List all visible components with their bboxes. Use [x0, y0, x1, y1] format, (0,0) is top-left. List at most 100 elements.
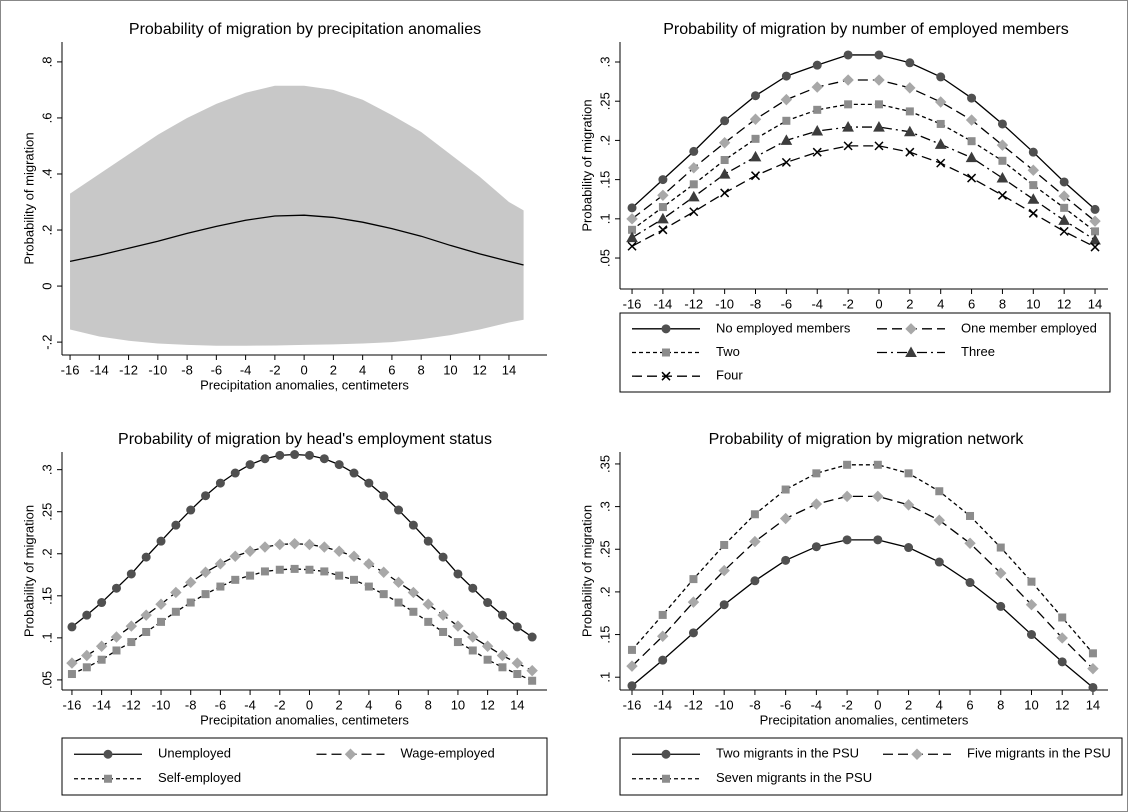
marker [409, 607, 418, 616]
y-tick-label: .2 [597, 586, 612, 597]
y-tick-label: .3 [597, 501, 612, 512]
marker [156, 536, 166, 546]
legend-box [619, 737, 1123, 796]
x-tick-label: -12 [684, 296, 703, 311]
marker [689, 180, 698, 189]
marker [468, 646, 477, 655]
marker [303, 538, 316, 551]
marker [720, 116, 730, 126]
marker [290, 564, 299, 573]
legend-marker [905, 346, 917, 357]
marker [720, 540, 729, 549]
y-tick-label: .25 [597, 92, 612, 110]
y-axis-title: Probability of migration [579, 99, 594, 231]
marker [186, 598, 195, 607]
marker [905, 58, 915, 68]
x-tick-label: -8 [181, 362, 193, 377]
marker [453, 569, 463, 579]
legend-label: Two migrants in the PSU [716, 746, 859, 761]
marker [998, 156, 1007, 165]
marker [688, 162, 700, 174]
chart-title: Probability of migration by number of em… [663, 21, 1069, 38]
marker [438, 552, 448, 562]
marker [201, 491, 211, 501]
legend-label: Three [961, 344, 995, 359]
x-tick-label: -10 [148, 362, 167, 377]
x-tick-label: -4 [811, 697, 823, 712]
legend-label: Two [716, 344, 740, 359]
marker [1027, 164, 1040, 176]
marker [936, 72, 946, 82]
x-axis-title: Precipitation anomalies, centimeters [200, 377, 409, 392]
marker [934, 557, 944, 567]
marker [1057, 657, 1067, 667]
marker [364, 478, 374, 488]
marker [749, 113, 762, 125]
marker [626, 660, 638, 672]
marker [215, 478, 225, 488]
marker [349, 468, 359, 478]
x-tick-label: 0 [301, 362, 308, 377]
series-line [631, 54, 1096, 210]
marker [97, 655, 106, 664]
marker [112, 646, 121, 655]
marker [67, 622, 77, 632]
marker [483, 655, 492, 664]
marker [781, 157, 791, 167]
marker [750, 171, 761, 181]
marker [1088, 682, 1098, 692]
series-line [631, 103, 1096, 232]
x-tick-label: -4 [240, 362, 252, 377]
marker [1028, 208, 1038, 218]
y-tick-label: .15 [597, 626, 612, 644]
marker [318, 541, 331, 553]
marker [780, 134, 793, 145]
marker [81, 649, 93, 662]
marker [377, 566, 390, 578]
marker [842, 74, 854, 86]
x-tick-label: 2 [905, 697, 912, 712]
marker [811, 542, 821, 552]
marker [422, 598, 434, 610]
x-tick-label: 6 [968, 296, 975, 311]
legend-label: Five migrants in the PSU [967, 746, 1111, 761]
x-tick-label: -14 [653, 697, 672, 712]
marker [718, 137, 731, 149]
marker [689, 146, 699, 156]
x-tick-label: 6 [388, 362, 395, 377]
x-tick-label: -10 [715, 296, 734, 311]
x-tick-label: -2 [842, 296, 854, 311]
marker [199, 566, 212, 578]
legend-label: Wage-employed [401, 746, 495, 761]
marker [392, 576, 405, 589]
marker [437, 609, 449, 621]
marker [364, 582, 373, 591]
marker [95, 640, 108, 652]
marker [872, 490, 884, 503]
marker [657, 212, 669, 224]
marker [720, 156, 729, 165]
marker [873, 460, 882, 469]
y-tick-label: .05 [597, 249, 612, 267]
x-tick-label: 14 [510, 697, 524, 712]
marker [290, 450, 300, 460]
marker [201, 590, 210, 599]
x-tick-label: 12 [1055, 697, 1069, 712]
marker [995, 567, 1007, 579]
marker [781, 485, 790, 494]
marker [274, 538, 286, 551]
marker [1027, 193, 1040, 204]
x-tick-label: 14 [502, 362, 516, 377]
series-line [631, 145, 1096, 248]
marker [627, 681, 637, 691]
marker [111, 583, 121, 593]
y-tick-label: 0 [39, 282, 54, 289]
series-line [631, 126, 1096, 241]
marker [873, 121, 885, 132]
x-tick-label: -12 [119, 362, 138, 377]
x-tick-label: 4 [937, 296, 944, 311]
marker [782, 116, 791, 125]
x-tick-label: -16 [61, 362, 80, 377]
marker [997, 190, 1007, 200]
marker [965, 578, 975, 588]
